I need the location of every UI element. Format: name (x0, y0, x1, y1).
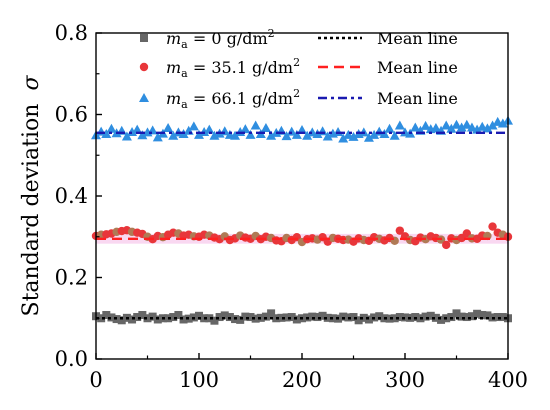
legend-label: ma = 0 g/dm2 (166, 27, 275, 51)
legend-label: ma = 35.1 g/dm2 (166, 56, 300, 80)
data-point (333, 127, 343, 136)
data-point (395, 121, 405, 130)
legend-mean-label: Mean line (377, 89, 458, 108)
data-point (251, 121, 261, 130)
legend-marker (140, 63, 148, 71)
legend-entry-1: ma = 0 g/dm2 Mean line (140, 27, 458, 51)
y-axis-label: Standard deviation (19, 104, 44, 317)
y-axis-symbol: σ (19, 75, 44, 91)
legend-mean-label: Mean line (377, 58, 458, 77)
x-tick-label: 200 (282, 368, 322, 392)
data-point (163, 123, 173, 132)
legend-label: ma = 66.1 g/dm2 (166, 87, 300, 111)
mean-lines-layer (96, 133, 508, 318)
series-3 (91, 116, 513, 143)
data-point (189, 121, 199, 130)
x-tick-label: 300 (385, 368, 425, 392)
markers-layer (91, 116, 513, 325)
legend-marker (140, 34, 148, 42)
x-tick-label: 100 (179, 368, 219, 392)
data-point (442, 241, 450, 249)
y-tick-label: 0.0 (55, 347, 88, 371)
data-point (261, 123, 271, 132)
legend-entry-3: ma = 66.1 g/dm2 Mean line (139, 87, 458, 111)
axes (96, 33, 508, 359)
svg-text:Standard deviation σ: Standard deviation σ (19, 75, 44, 317)
x-tick-label: 400 (488, 368, 528, 392)
legend-marker (139, 93, 149, 102)
series-1 (92, 309, 512, 324)
y-tick-label: 0.2 (55, 266, 88, 290)
y-tick-label: 0.4 (55, 184, 88, 208)
y-axis-title: Standard deviation σ (19, 75, 44, 317)
legend: ma = 0 g/dm2 Mean line ma = 35.1 g/dm2 Mean… (139, 27, 458, 111)
legend-mean-label: Mean line (377, 29, 458, 48)
y-tick-label: 0.6 (55, 103, 88, 127)
series-2 (92, 222, 512, 249)
legend-entry-2: ma = 35.1 g/dm2 Mean line (140, 56, 458, 80)
plot-frame (96, 33, 508, 359)
y-tick-label: 0.8 (55, 21, 88, 45)
data-point (385, 124, 395, 133)
x-tick-label: 0 (89, 368, 102, 392)
